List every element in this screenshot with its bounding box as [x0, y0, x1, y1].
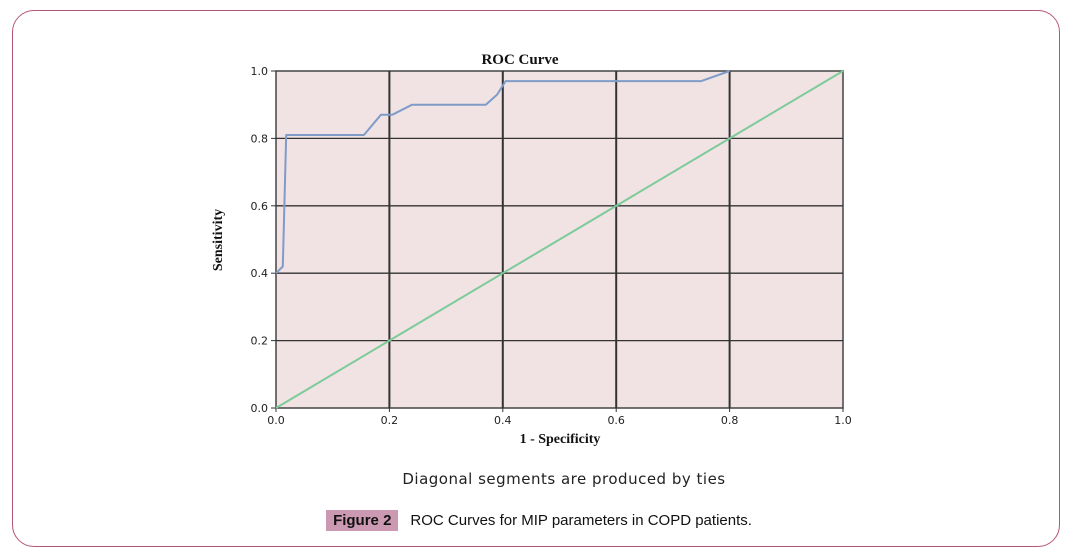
x-tick-label: 0.2 [381, 414, 399, 427]
reference-diagonal-line [275, 70, 844, 409]
x-tick-label: 0.6 [607, 414, 625, 427]
series-lines [275, 70, 844, 409]
y-axis-ticks: 0.0 0.2 0.4 0.6 0.8 1.0 [251, 65, 276, 415]
x-tick-label: 0.8 [721, 414, 739, 427]
y-tick-label: 1.0 [251, 65, 269, 78]
roc-curve-line [275, 70, 730, 274]
x-axis-ticks: 0.0 0.2 0.4 0.6 0.8 1.0 [267, 408, 852, 427]
y-tick-label: 0.8 [251, 132, 269, 145]
grid-lines [276, 71, 843, 408]
y-tick-label: 0.0 [251, 402, 269, 415]
x-tick-label: 0.0 [267, 414, 285, 427]
y-tick-label: 0.4 [251, 267, 269, 280]
y-axis-label: Sensitivity [211, 209, 226, 271]
x-tick-label: 1.0 [834, 414, 852, 427]
figure-frame [12, 10, 1060, 547]
y-tick-label: 0.2 [251, 335, 269, 348]
chart-title: ROC Curve [481, 52, 558, 68]
x-tick-label: 0.4 [494, 414, 512, 427]
figure-caption: Figure 2 ROC Curves for MIP parameters in… [0, 510, 1078, 531]
x-axis-label: 1 - Specificity [520, 432, 601, 447]
y-tick-label: 0.6 [251, 200, 269, 213]
caption-text: ROC Curves for MIP parameters in COPD pa… [410, 512, 752, 529]
figure-label: Figure 2 [326, 510, 399, 531]
chart-footnote: Diagonal segments are produced by ties [402, 470, 725, 488]
